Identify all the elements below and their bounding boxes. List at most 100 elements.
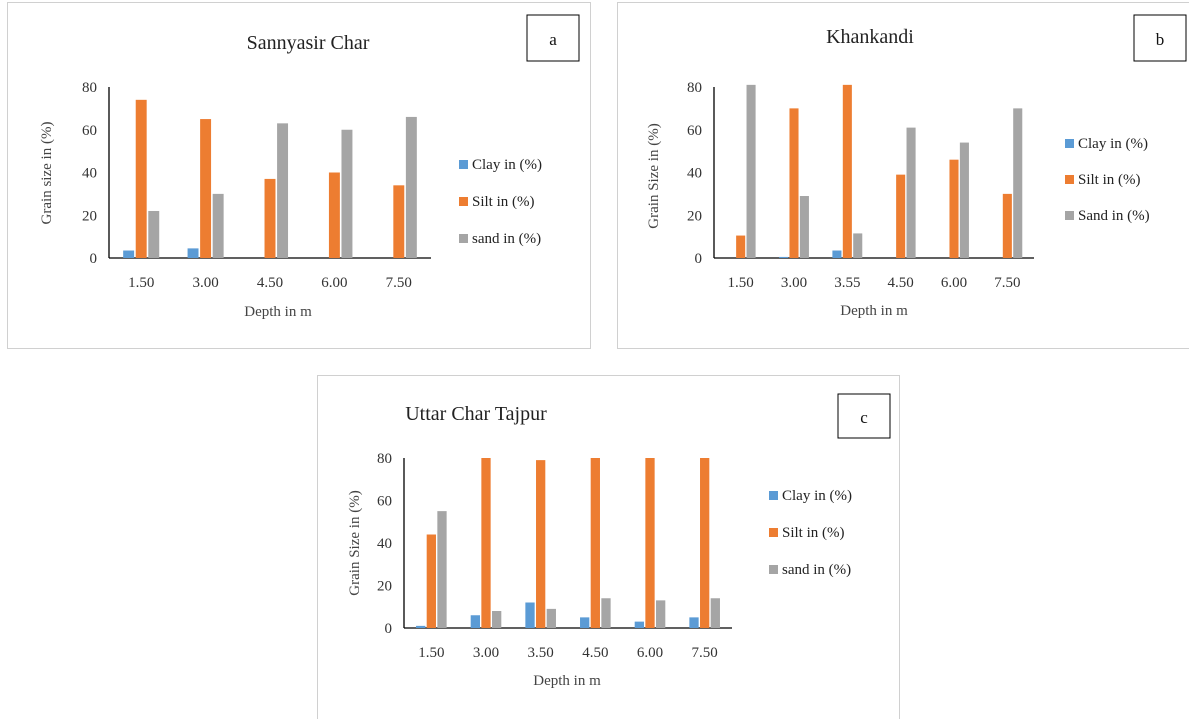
chart-title: Khankandi bbox=[826, 26, 914, 48]
legend-swatch-clay bbox=[1065, 139, 1074, 148]
bar-silt bbox=[700, 458, 710, 628]
legend-label-silt: Silt in (%) bbox=[1078, 172, 1141, 188]
legend-label-sand: Sand in (%) bbox=[1078, 208, 1150, 224]
y-axis-label: Grain size in (%) bbox=[39, 122, 55, 225]
legend-swatch-silt bbox=[769, 528, 778, 537]
x-tick-label: 1.50 bbox=[128, 275, 154, 291]
bar-clay bbox=[470, 615, 480, 628]
bar-sand bbox=[906, 127, 916, 258]
panel-letter: b bbox=[1156, 30, 1165, 49]
chart-panel-a: Sannyasir Char a Grain size in (%) Depth… bbox=[7, 2, 591, 349]
x-tick-label: 7.50 bbox=[692, 645, 718, 661]
legend-swatch-sand bbox=[459, 234, 468, 243]
x-tick-label: 3.00 bbox=[473, 645, 499, 661]
bar-silt bbox=[200, 119, 212, 258]
y-axis-label: Grain Size in (%) bbox=[646, 123, 662, 228]
bar-sand bbox=[405, 116, 417, 258]
y-tick-label: 60 bbox=[687, 123, 702, 139]
y-tick-label: 20 bbox=[82, 208, 97, 224]
x-tick-label: 3.00 bbox=[781, 275, 807, 291]
bar-sand bbox=[1013, 108, 1023, 258]
y-tick-label: 0 bbox=[385, 621, 393, 637]
x-tick-label: 3.00 bbox=[192, 275, 218, 291]
chart-title: Sannyasir Char bbox=[247, 32, 370, 54]
x-axis-label: Depth in m bbox=[840, 303, 908, 319]
legend-swatch-clay bbox=[459, 160, 468, 169]
bar-sand bbox=[656, 600, 666, 628]
y-axis-label: Grain Size in (%) bbox=[347, 490, 363, 595]
bar-silt bbox=[328, 172, 340, 258]
x-tick-label: 1.50 bbox=[728, 275, 754, 291]
bar-sand bbox=[710, 598, 720, 628]
bar-sand bbox=[148, 210, 160, 258]
legend-swatch-sand bbox=[769, 565, 778, 574]
bar-sand bbox=[212, 193, 224, 258]
bar-clay bbox=[123, 250, 135, 258]
legend-swatch-clay bbox=[769, 491, 778, 500]
x-tick-label: 4.50 bbox=[257, 275, 283, 291]
chart-panel-c: Uttar Char Tajpur c Grain Size in (%) De… bbox=[317, 375, 900, 719]
bar-silt bbox=[481, 458, 491, 628]
bar-silt bbox=[736, 235, 746, 258]
legend-label-silt: Silt in (%) bbox=[782, 525, 845, 541]
x-tick-label: 1.50 bbox=[418, 645, 444, 661]
panel-letter: c bbox=[860, 408, 868, 427]
panel-letter: a bbox=[549, 30, 557, 49]
bar-sand bbox=[746, 84, 756, 258]
x-tick-label: 3.50 bbox=[528, 645, 554, 661]
bar-sand bbox=[546, 608, 556, 628]
bar-sand bbox=[959, 142, 969, 258]
y-tick-label: 80 bbox=[377, 451, 392, 467]
bar-silt bbox=[896, 174, 906, 258]
bar-clay bbox=[634, 621, 644, 628]
legend-label-clay: Clay in (%) bbox=[1078, 136, 1148, 152]
panel-letter-box bbox=[1133, 14, 1187, 62]
y-tick-label: 40 bbox=[377, 536, 392, 552]
bar-silt bbox=[135, 99, 147, 258]
legend-label-clay: Clay in (%) bbox=[472, 157, 542, 173]
chart-c-svg: Uttar Char Tajpur c Grain Size in (%) De… bbox=[347, 393, 891, 689]
y-tick-label: 0 bbox=[90, 251, 98, 267]
bar-sand bbox=[277, 123, 289, 259]
bar-silt bbox=[842, 84, 852, 258]
legend-swatch-silt bbox=[459, 197, 468, 206]
chart-panel-b: Khankandi b Grain Size in (%) Depth in m… bbox=[617, 2, 1189, 349]
x-tick-label: 4.50 bbox=[888, 275, 914, 291]
bar-sand bbox=[601, 598, 611, 628]
y-tick-label: 0 bbox=[695, 251, 703, 267]
y-tick-label: 40 bbox=[82, 166, 97, 182]
legend-swatch-sand bbox=[1065, 211, 1074, 220]
bar-clay bbox=[525, 602, 535, 628]
bar-silt bbox=[645, 458, 655, 628]
y-tick-label: 60 bbox=[377, 494, 392, 510]
bar-silt bbox=[264, 178, 276, 258]
bar-sand bbox=[799, 196, 809, 258]
bar-silt bbox=[949, 159, 959, 258]
x-tick-label: 7.50 bbox=[386, 275, 412, 291]
bar-clay bbox=[187, 248, 199, 258]
bar-sand bbox=[853, 233, 863, 258]
bar-silt bbox=[426, 534, 436, 628]
bar-silt bbox=[789, 108, 799, 258]
x-tick-label: 6.00 bbox=[941, 275, 967, 291]
bar-clay bbox=[779, 256, 789, 258]
x-tick-label: 6.00 bbox=[321, 275, 347, 291]
x-axis-label: Depth in m bbox=[533, 673, 601, 689]
x-tick-label: 3.55 bbox=[834, 275, 860, 291]
bar-silt bbox=[590, 458, 600, 628]
legend-label-clay: Clay in (%) bbox=[782, 488, 852, 504]
x-tick-label: 4.50 bbox=[582, 645, 608, 661]
bar-clay bbox=[832, 250, 842, 258]
x-tick-label: 6.00 bbox=[637, 645, 663, 661]
y-tick-label: 40 bbox=[687, 166, 702, 182]
y-tick-label: 60 bbox=[82, 123, 97, 139]
y-tick-label: 80 bbox=[687, 80, 702, 96]
bar-clay bbox=[580, 617, 590, 628]
panel-letter-box bbox=[526, 14, 580, 62]
x-axis-label: Depth in m bbox=[244, 304, 312, 320]
legend-swatch-silt bbox=[1065, 175, 1074, 184]
chart-a-svg: Sannyasir Char a Grain size in (%) Depth… bbox=[39, 14, 580, 320]
panel-letter-box bbox=[837, 393, 891, 439]
legend-label-sand: sand in (%) bbox=[472, 231, 541, 247]
bar-clay bbox=[416, 625, 426, 628]
